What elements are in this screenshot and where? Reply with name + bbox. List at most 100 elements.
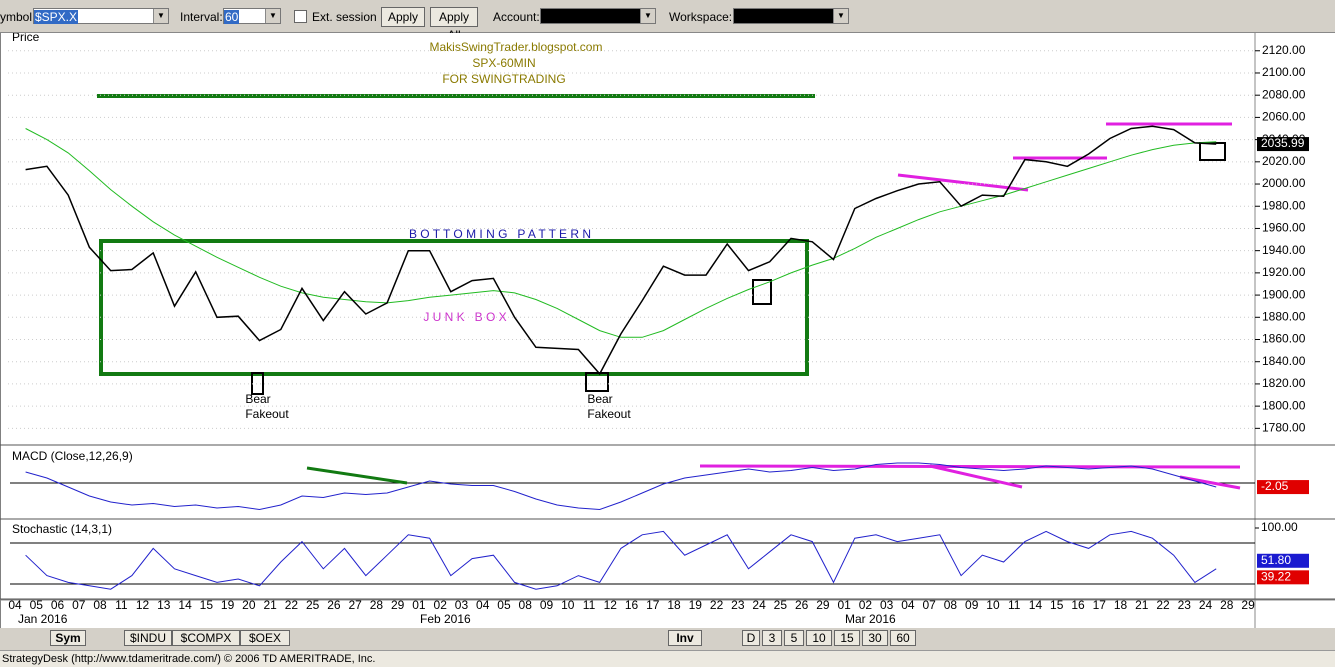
- x-tick-label: 26: [795, 598, 809, 612]
- x-tick-label: 04: [901, 598, 915, 612]
- checkbox[interactable]: [294, 10, 307, 23]
- panel-title: MACD (Close,12,26,9): [12, 449, 133, 463]
- x-tick-label: 27: [348, 598, 362, 612]
- dropdown-arrow[interactable]: ▼: [833, 9, 848, 23]
- apply-all-button[interactable]: Apply All: [430, 7, 478, 42]
- period-tab[interactable]: 10: [806, 630, 832, 646]
- y-tick-label: 2020.00: [1262, 154, 1306, 168]
- dropdown-arrow[interactable]: ▼: [153, 9, 168, 23]
- value-label: 51.80: [1261, 553, 1291, 567]
- x-tick-label: 26: [327, 598, 341, 612]
- price-line: [25, 125, 1217, 376]
- x-tick-label: 01: [412, 598, 426, 612]
- x-tick-label: 22: [1156, 598, 1170, 612]
- x-tick-label: 21: [1135, 598, 1149, 612]
- y-tick-label: 1860.00: [1262, 332, 1306, 346]
- x-tick-label: 03: [880, 598, 894, 612]
- x-tick-label: 16: [625, 598, 639, 612]
- value-tag: [1257, 570, 1309, 585]
- x-tick-label: 23: [731, 598, 745, 612]
- annotation: Fakeout: [245, 407, 289, 421]
- interval-input[interactable]: 60 ▼: [223, 8, 281, 24]
- macd-line: [25, 462, 1217, 511]
- x-tick-label: 07: [72, 598, 86, 612]
- toolbar: ymbol: $SPX.X ▼ Interval: 60 ▼ Ext. sessio…: [0, 0, 1335, 42]
- x-tick-label: 06: [51, 598, 65, 612]
- annotation: FOR SWINGTRADING: [442, 72, 565, 86]
- x-tick-label: 12: [136, 598, 150, 612]
- symbol-tab[interactable]: $COMPX: [172, 630, 240, 646]
- x-tick-label: 24: [752, 598, 766, 612]
- x-tick-label: 28: [1220, 598, 1234, 612]
- y-tick-label: 1880.00: [1262, 309, 1306, 323]
- x-tick-label: 22: [285, 598, 299, 612]
- drawn-line: [897, 173, 1029, 192]
- annotation: B O T T O M I N G P A T T E R N: [409, 227, 591, 241]
- x-tick-label: 20: [242, 598, 256, 612]
- period-tab[interactable]: D: [742, 630, 760, 646]
- stochastic-line: [25, 530, 1217, 590]
- x-tick-label: 03: [455, 598, 469, 612]
- y-tick-label: 1800.00: [1262, 398, 1306, 412]
- x-tick-label: 02: [434, 598, 448, 612]
- label: ymbol:: [0, 10, 36, 24]
- period-tab[interactable]: 5: [784, 630, 804, 646]
- y-tick-label: 1980.00: [1262, 198, 1306, 212]
- value-label: 100.00: [1261, 520, 1298, 534]
- y-tick-label: 1780.00: [1262, 421, 1306, 435]
- y-tick-label: 2100.00: [1262, 65, 1306, 79]
- y-tick-label: 1920.00: [1262, 265, 1306, 279]
- x-tick-label: 25: [774, 598, 788, 612]
- moving-average: [25, 128, 1217, 338]
- y-tick-label: 2080.00: [1262, 87, 1306, 101]
- month-label: Mar 2016: [845, 612, 896, 626]
- marker-box: [585, 372, 609, 392]
- label: Interval:: [180, 10, 223, 24]
- x-tick-label: 14: [178, 598, 192, 612]
- x-tick-label: 19: [689, 598, 703, 612]
- x-tick-label: 07: [923, 598, 937, 612]
- dropdown-arrow[interactable]: ▼: [640, 9, 655, 23]
- period-tab[interactable]: 3: [762, 630, 782, 646]
- symbol-text: $SPX.X: [34, 10, 79, 24]
- marker-box: [752, 279, 772, 305]
- period-tab[interactable]: 60: [890, 630, 916, 646]
- y-tick-label: 1900.00: [1262, 287, 1306, 301]
- value-label: 39.22: [1261, 570, 1291, 584]
- account-input[interactable]: ▼: [540, 8, 656, 24]
- annotation: Fakeout: [587, 407, 631, 421]
- chart: Price MACD (Close,12,26,9) Stochastic (1…: [0, 33, 1335, 628]
- x-tick-label: 08: [944, 598, 958, 612]
- y-tick-label: 2120.00: [1262, 43, 1306, 57]
- workspace-input[interactable]: ▼: [733, 8, 849, 24]
- symbol-tab[interactable]: $OEX: [240, 630, 290, 646]
- symbol-tab[interactable]: $INDU: [124, 630, 172, 646]
- x-tick-label: 04: [8, 598, 22, 612]
- period-tab[interactable]: 30: [862, 630, 888, 646]
- panel-title: Price: [12, 33, 40, 44]
- x-tick-label: 28: [370, 598, 384, 612]
- value-tag: [1257, 553, 1309, 568]
- panel-title: Stochastic (14,3,1): [12, 522, 112, 536]
- x-tick-label: 09: [965, 598, 979, 612]
- x-tick-label: 10: [561, 598, 575, 612]
- y-tick-label: 2000.00: [1262, 176, 1306, 190]
- period-tab[interactable]: 15: [834, 630, 860, 646]
- bottom-bar: Sym $INDU $COMPX $OEX Inv D 3 5 10 15 30…: [0, 628, 1335, 648]
- x-tick-label: 23: [1178, 598, 1192, 612]
- x-tick-label: 09: [540, 598, 554, 612]
- x-tick-label: 02: [859, 598, 873, 612]
- apply-button[interactable]: Apply: [381, 7, 425, 27]
- value-label: -2.05: [1261, 479, 1289, 493]
- symbol-input[interactable]: $SPX.X ▼: [33, 8, 169, 24]
- y-tick-label: 2060.00: [1262, 110, 1306, 124]
- sym-tab[interactable]: Sym: [50, 630, 86, 646]
- x-tick-label: 17: [646, 598, 660, 612]
- annotation: Bear: [587, 392, 612, 406]
- x-tick-label: 01: [837, 598, 851, 612]
- dropdown-arrow[interactable]: ▼: [265, 9, 280, 23]
- x-tick-label: 19: [221, 598, 235, 612]
- inv-tab[interactable]: Inv: [668, 630, 702, 646]
- month-label: Feb 2016: [420, 612, 471, 626]
